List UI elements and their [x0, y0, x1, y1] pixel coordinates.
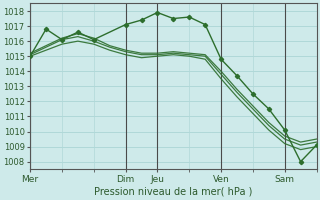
X-axis label: Pression niveau de la mer( hPa ): Pression niveau de la mer( hPa ): [94, 187, 252, 197]
